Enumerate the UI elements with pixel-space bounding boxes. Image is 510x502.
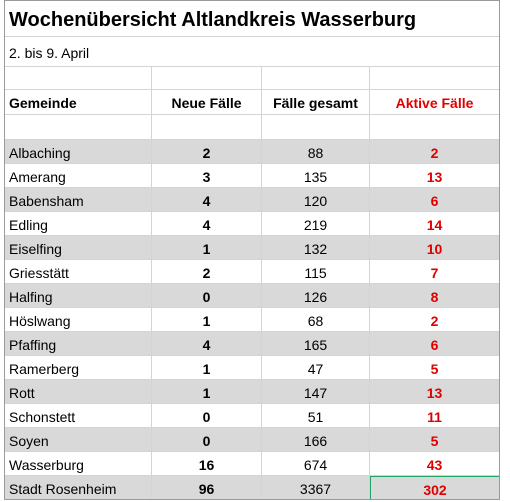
table-cell: 115 <box>262 260 370 284</box>
table-cell: 47 <box>262 356 370 380</box>
header-cell: Neue Fälle <box>152 90 262 115</box>
table-cell: 88 <box>262 140 370 164</box>
table-cell: 68 <box>262 308 370 332</box>
table-cell: Wasserburg <box>4 452 152 476</box>
table-cell: 4 <box>152 332 262 356</box>
table-cell: 1 <box>152 356 262 380</box>
empty-cell <box>370 115 500 140</box>
table-cell: 10 <box>370 236 500 260</box>
table-cell: 5 <box>370 356 500 380</box>
table-cell: 147 <box>262 380 370 404</box>
header-cell: Gemeinde <box>4 90 152 115</box>
table-cell: 166 <box>262 428 370 452</box>
table-cell: Edling <box>4 212 152 236</box>
table-cell: Amerang <box>4 164 152 188</box>
table-cell: 2 <box>370 308 500 332</box>
table-cell: 13 <box>370 380 500 404</box>
table-cell: Soyen <box>4 428 152 452</box>
table-cell: 3367 <box>262 476 370 500</box>
table-cell: 2 <box>152 140 262 164</box>
table-cell: 11 <box>370 404 500 428</box>
table-cell: 0 <box>152 404 262 428</box>
table-cell: 6 <box>370 332 500 356</box>
table-cell: Schonstett <box>4 404 152 428</box>
table-cell: 3 <box>152 164 262 188</box>
empty-cell <box>152 67 262 90</box>
table-cell: 16 <box>152 452 262 476</box>
table-cell: Babensham <box>4 188 152 212</box>
table-cell: Albaching <box>4 140 152 164</box>
table-cell: 4 <box>152 188 262 212</box>
table-cell: 8 <box>370 284 500 308</box>
empty-cell <box>370 67 500 90</box>
table-cell: 96 <box>152 476 262 500</box>
title: Wochenübersicht Altlandkreis Wasserburg <box>4 0 500 37</box>
table-cell: 0 <box>152 428 262 452</box>
empty-cell <box>262 115 370 140</box>
header-cell: Aktive Fälle <box>370 90 500 115</box>
table-cell: Ramerberg <box>4 356 152 380</box>
table-cell: 135 <box>262 164 370 188</box>
table-cell: 219 <box>262 212 370 236</box>
table-cell: Stadt Rosenheim <box>4 476 152 500</box>
table-cell: Höslwang <box>4 308 152 332</box>
table-cell: 1 <box>152 380 262 404</box>
table-cell: 13 <box>370 164 500 188</box>
table-cell: Eiselfing <box>4 236 152 260</box>
table-cell: 51 <box>262 404 370 428</box>
table-cell: 120 <box>262 188 370 212</box>
table-cell: Pfaffing <box>4 332 152 356</box>
table-cell: 126 <box>262 284 370 308</box>
table-cell: 674 <box>262 452 370 476</box>
table-cell: 2 <box>370 140 500 164</box>
empty-cell <box>152 115 262 140</box>
table-cell: 165 <box>262 332 370 356</box>
table-cell: 43 <box>370 452 500 476</box>
table-cell: 6 <box>370 188 500 212</box>
table-cell: 2 <box>152 260 262 284</box>
header-cell: Fälle gesamt <box>262 90 370 115</box>
table-cell: 302 <box>370 476 500 500</box>
table-cell: 14 <box>370 212 500 236</box>
subtitle: 2. bis 9. April <box>4 37 500 67</box>
table-cell: 132 <box>262 236 370 260</box>
table-cell: Rott <box>4 380 152 404</box>
empty-cell <box>4 67 152 90</box>
table-cell: Halfing <box>4 284 152 308</box>
table-cell: 4 <box>152 212 262 236</box>
table-cell: Griesstätt <box>4 260 152 284</box>
empty-cell <box>4 115 152 140</box>
table-cell: 1 <box>152 308 262 332</box>
table-cell: 7 <box>370 260 500 284</box>
empty-cell <box>262 67 370 90</box>
table-cell: 0 <box>152 284 262 308</box>
table-cell: 1 <box>152 236 262 260</box>
table-cell: 5 <box>370 428 500 452</box>
